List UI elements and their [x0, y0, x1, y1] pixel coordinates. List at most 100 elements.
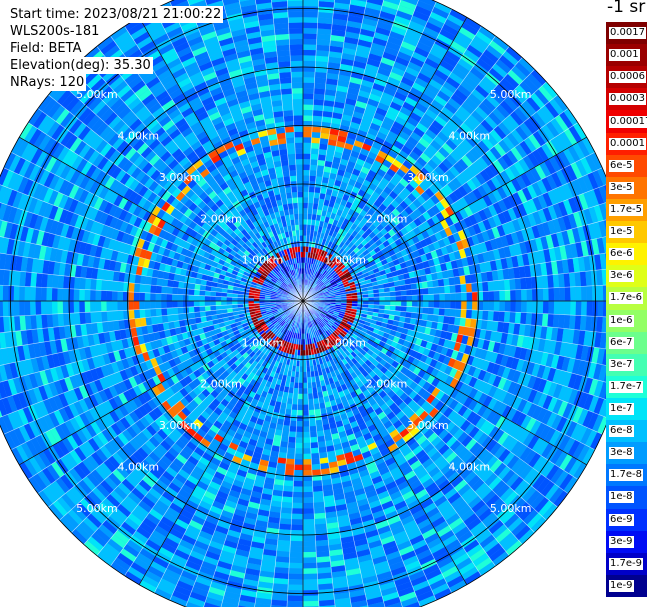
radar-cell	[502, 196, 513, 210]
radar-cell	[597, 416, 609, 435]
radar-cell	[423, 502, 437, 514]
radar-cell	[348, 511, 361, 520]
radar-cell	[402, 340, 411, 348]
radar-cell	[511, 334, 519, 347]
radar-cell	[522, 486, 537, 502]
radar-cell	[252, 451, 263, 460]
radar-cell	[327, 62, 341, 70]
radar-cell	[408, 412, 419, 423]
radar-cell	[350, 325, 357, 332]
radar-cell	[407, 192, 417, 203]
radar-cell	[285, 310, 291, 315]
radar-cell	[255, 325, 262, 331]
radar-cell	[185, 403, 195, 413]
radar-cell	[255, 369, 263, 377]
radar-cell	[507, 69, 524, 85]
radar-cell	[382, 540, 397, 551]
radar-cell	[407, 342, 416, 350]
radar-cell	[288, 319, 293, 325]
radar-cell	[501, 222, 511, 236]
radar-cell	[345, 98, 357, 106]
ray-line	[302, 199, 615, 302]
radar-cell	[503, 490, 519, 506]
radar-cell	[402, 254, 411, 262]
radar-cell	[360, 339, 368, 346]
radar-cell	[371, 415, 381, 424]
radar-cell	[518, 323, 526, 337]
radar-cell	[509, 278, 516, 291]
radar-cell	[421, 62, 437, 75]
radar-cell	[424, 482, 438, 494]
radar-cell	[382, 394, 391, 403]
radar-cell	[463, 118, 477, 132]
radar-cell	[209, 424, 220, 434]
radar-cell	[445, 421, 456, 433]
radar-cell	[540, 262, 548, 276]
radar-cell	[19, 462, 33, 480]
radar-cell	[247, 467, 258, 476]
radar-cell	[355, 345, 363, 353]
radar-cell	[212, 452, 224, 462]
radar-cell	[281, 351, 287, 359]
radar-cell	[255, 597, 272, 606]
radar-cell	[522, 387, 533, 401]
radar-cell	[260, 493, 273, 501]
radar-cell	[278, 338, 284, 345]
radar-cell	[278, 326, 284, 332]
radar-cell	[491, 63, 508, 78]
radar-cell	[257, 581, 274, 589]
ray-line	[302, 122, 578, 302]
radar-cell	[332, 482, 343, 490]
radar-cell	[327, 389, 334, 396]
radar-cell	[95, 448, 108, 463]
radar-cell	[347, 330, 354, 337]
radar-cell	[398, 510, 413, 521]
radar-cell	[453, 402, 464, 414]
radar-cell	[476, 58, 492, 72]
radar-cell	[331, 231, 338, 238]
radar-cell	[510, 146, 523, 162]
radar-cell	[317, 308, 323, 312]
radar-cell	[342, 108, 354, 117]
radar-cell	[181, 534, 197, 546]
radar-cell	[243, 345, 251, 353]
radar-cell	[487, 281, 494, 292]
radar-cell	[424, 57, 440, 70]
radar-cell	[481, 182, 493, 195]
radar-cell	[171, 523, 187, 535]
radar-cell	[228, 524, 243, 534]
radar-cell	[430, 194, 440, 205]
radar-cell	[265, 343, 271, 350]
radar-cell	[318, 315, 324, 321]
radar-cell	[283, 323, 289, 329]
radar-cell	[351, 262, 358, 269]
radar-cell	[346, 132, 357, 141]
radar-cell	[136, 552, 153, 566]
radar-cell	[270, 340, 277, 347]
radar-cell	[404, 121, 417, 132]
radar-cell	[317, 577, 333, 585]
radar-cell	[549, 98, 564, 115]
radar-cell	[295, 442, 303, 449]
radar-cell	[436, 556, 454, 569]
radar-cell	[322, 270, 328, 276]
radar-cell	[420, 274, 428, 283]
radar-cell	[297, 404, 303, 411]
radar-cell	[316, 44, 330, 52]
radar-cell	[458, 343, 467, 354]
radar-cell	[561, 356, 571, 372]
radar-cell	[593, 363, 603, 381]
radar-cell	[581, 286, 587, 301]
ray-line	[302, 300, 336, 607]
radar-cell	[465, 283, 473, 293]
radar-cell	[486, 271, 494, 282]
radar-cell	[508, 345, 517, 358]
radar-cell	[317, 583, 334, 590]
radar-cell	[109, 511, 125, 526]
radar-cell	[441, 270, 449, 279]
radar-cell	[160, 439, 172, 452]
radar-cell	[364, 419, 374, 428]
radar-cell	[368, 231, 377, 239]
radar-cell	[505, 540, 523, 556]
radar-cell	[313, 88, 326, 95]
